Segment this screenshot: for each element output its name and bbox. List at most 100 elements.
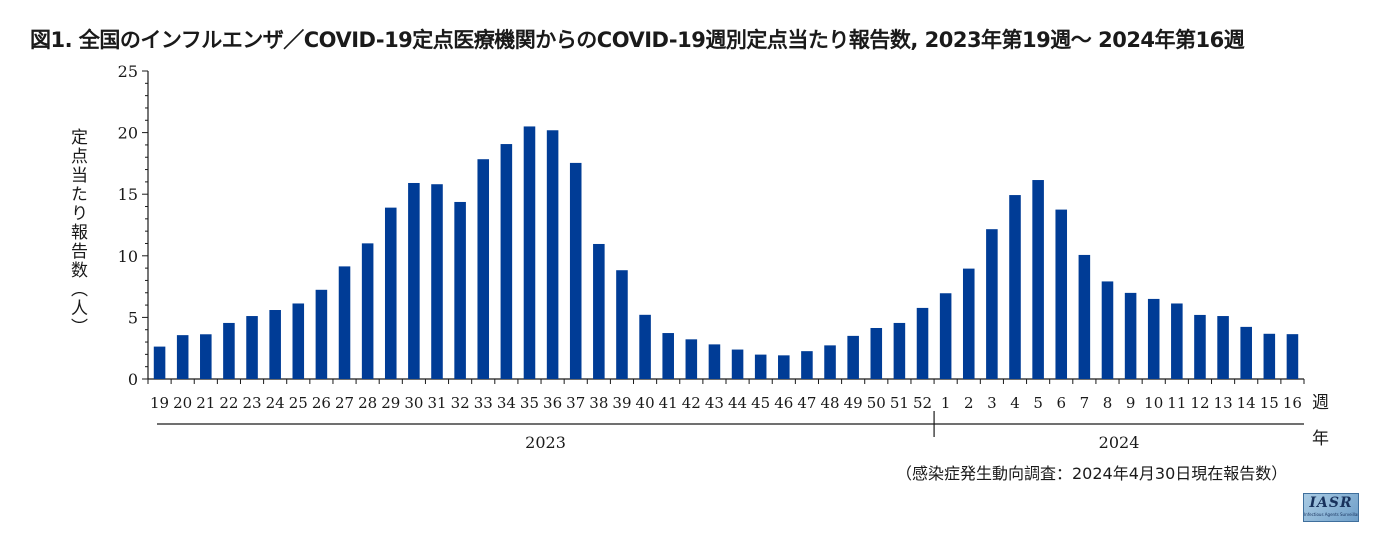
- x-tick-label: 9: [1126, 394, 1136, 412]
- data-bar: [200, 334, 212, 379]
- data-bar: [1263, 333, 1276, 379]
- data-bar: [939, 293, 952, 379]
- x-tick-label: 30: [404, 394, 423, 412]
- y-tick-label: 15: [118, 185, 138, 204]
- x-tick-label: 41: [659, 394, 678, 412]
- x-tick-label: 31: [427, 394, 446, 412]
- data-bar: [477, 159, 490, 379]
- data-bar: [292, 303, 305, 379]
- x-tick-label: 21: [196, 394, 215, 412]
- data-bar: [223, 322, 235, 379]
- x-tick-label: 5: [1033, 394, 1043, 412]
- data-bar: [384, 207, 397, 379]
- data-bar: [1032, 180, 1044, 379]
- data-bar: [1078, 254, 1091, 379]
- data-bar: [315, 289, 328, 379]
- year-label: 2023: [525, 433, 566, 452]
- data-bar: [1055, 209, 1068, 379]
- x-tick-label: 7: [1080, 394, 1090, 412]
- x-axis-label-week: 週: [1312, 393, 1329, 413]
- data-bar: [754, 354, 767, 379]
- data-bar: [569, 162, 582, 379]
- x-tick-label: 42: [682, 394, 701, 412]
- logo-subtitle: Infectious Agents Surveillance Report: [1304, 512, 1358, 517]
- data-bar: [153, 346, 166, 379]
- data-bar: [431, 184, 443, 379]
- data-bar: [893, 322, 906, 379]
- data-bar: [1101, 281, 1114, 379]
- x-tick-label: 29: [381, 394, 400, 412]
- x-tick-label: 13: [1214, 394, 1233, 412]
- data-bar: [176, 335, 189, 379]
- x-tick-label: 28: [358, 394, 377, 412]
- x-tick-label: 6: [1056, 394, 1066, 412]
- x-tick-label: 11: [1167, 394, 1186, 412]
- x-tick-label: 37: [566, 394, 585, 412]
- data-bar: [1194, 314, 1206, 379]
- x-tick-label: 22: [219, 394, 238, 412]
- year-label: 2024: [1099, 433, 1140, 452]
- data-bar: [246, 316, 258, 379]
- x-tick-label: 26: [312, 394, 331, 412]
- x-tick-label: 8: [1103, 394, 1113, 412]
- data-bar: [639, 314, 651, 379]
- data-bar: [454, 201, 466, 379]
- x-tick-label: 16: [1283, 394, 1302, 412]
- x-tick-label: 52: [913, 394, 932, 412]
- x-tick-label: 15: [1260, 394, 1279, 412]
- data-bar: [870, 327, 883, 379]
- logo-mark: IASR: [1309, 495, 1353, 511]
- data-bar: [962, 268, 975, 379]
- data-bar: [916, 307, 929, 379]
- data-bar: [1147, 298, 1160, 379]
- data-bar: [269, 310, 281, 379]
- x-axis-label-year: 年: [1312, 429, 1329, 449]
- x-tick-label: 43: [705, 394, 724, 412]
- y-tick-label: 0: [128, 370, 138, 389]
- data-bar: [1124, 292, 1137, 379]
- data-bar: [824, 345, 836, 379]
- data-bar: [361, 243, 374, 379]
- x-tick-label: 50: [867, 394, 886, 412]
- x-tick-label: 20: [173, 394, 192, 412]
- x-tick-label: 49: [844, 394, 863, 412]
- data-bar: [1240, 326, 1252, 379]
- x-tick-label: 14: [1237, 394, 1256, 412]
- data-bar: [731, 349, 744, 379]
- x-tick-label: 39: [612, 394, 631, 412]
- x-tick-label: 1: [941, 394, 951, 412]
- x-tick-label: 23: [242, 394, 261, 412]
- data-bar: [986, 229, 998, 379]
- x-tick-label: 3: [987, 394, 997, 412]
- data-bar: [523, 126, 536, 379]
- y-tick-label: 10: [118, 247, 138, 266]
- x-tick-label: 33: [474, 394, 493, 412]
- y-tick-label: 20: [118, 124, 138, 143]
- source-note: （感染症発生動向調査：2024年4月30日現在報告数）: [896, 464, 1288, 483]
- x-tick-label: 27: [335, 394, 354, 412]
- data-bar: [1009, 195, 1021, 379]
- x-tick-label: 36: [543, 394, 562, 412]
- data-bar: [847, 335, 859, 379]
- x-tick-label: 19: [150, 394, 169, 412]
- x-tick-label: 12: [1190, 394, 1209, 412]
- x-tick-label: 25: [289, 394, 308, 412]
- data-bar: [1171, 303, 1183, 379]
- x-tick-label: 51: [890, 394, 909, 412]
- x-tick-label: 10: [1144, 394, 1163, 412]
- data-bar: [408, 182, 420, 379]
- x-tick-label: 32: [451, 394, 470, 412]
- data-bar: [801, 351, 813, 379]
- x-tick-label: 34: [497, 394, 516, 412]
- x-tick-label: 24: [266, 394, 285, 412]
- data-bar: [546, 130, 559, 379]
- x-tick-label: 46: [774, 394, 793, 412]
- data-bar: [662, 333, 674, 379]
- x-tick-label: 40: [636, 394, 655, 412]
- data-bar: [1286, 334, 1299, 379]
- chart-title: 図1. 全国のインフルエンザ／COVID-19定点医療機関からのCOVID-19…: [30, 28, 1245, 52]
- x-tick-label: 44: [728, 394, 747, 412]
- x-tick-label: 48: [820, 394, 839, 412]
- data-bar: [708, 344, 721, 379]
